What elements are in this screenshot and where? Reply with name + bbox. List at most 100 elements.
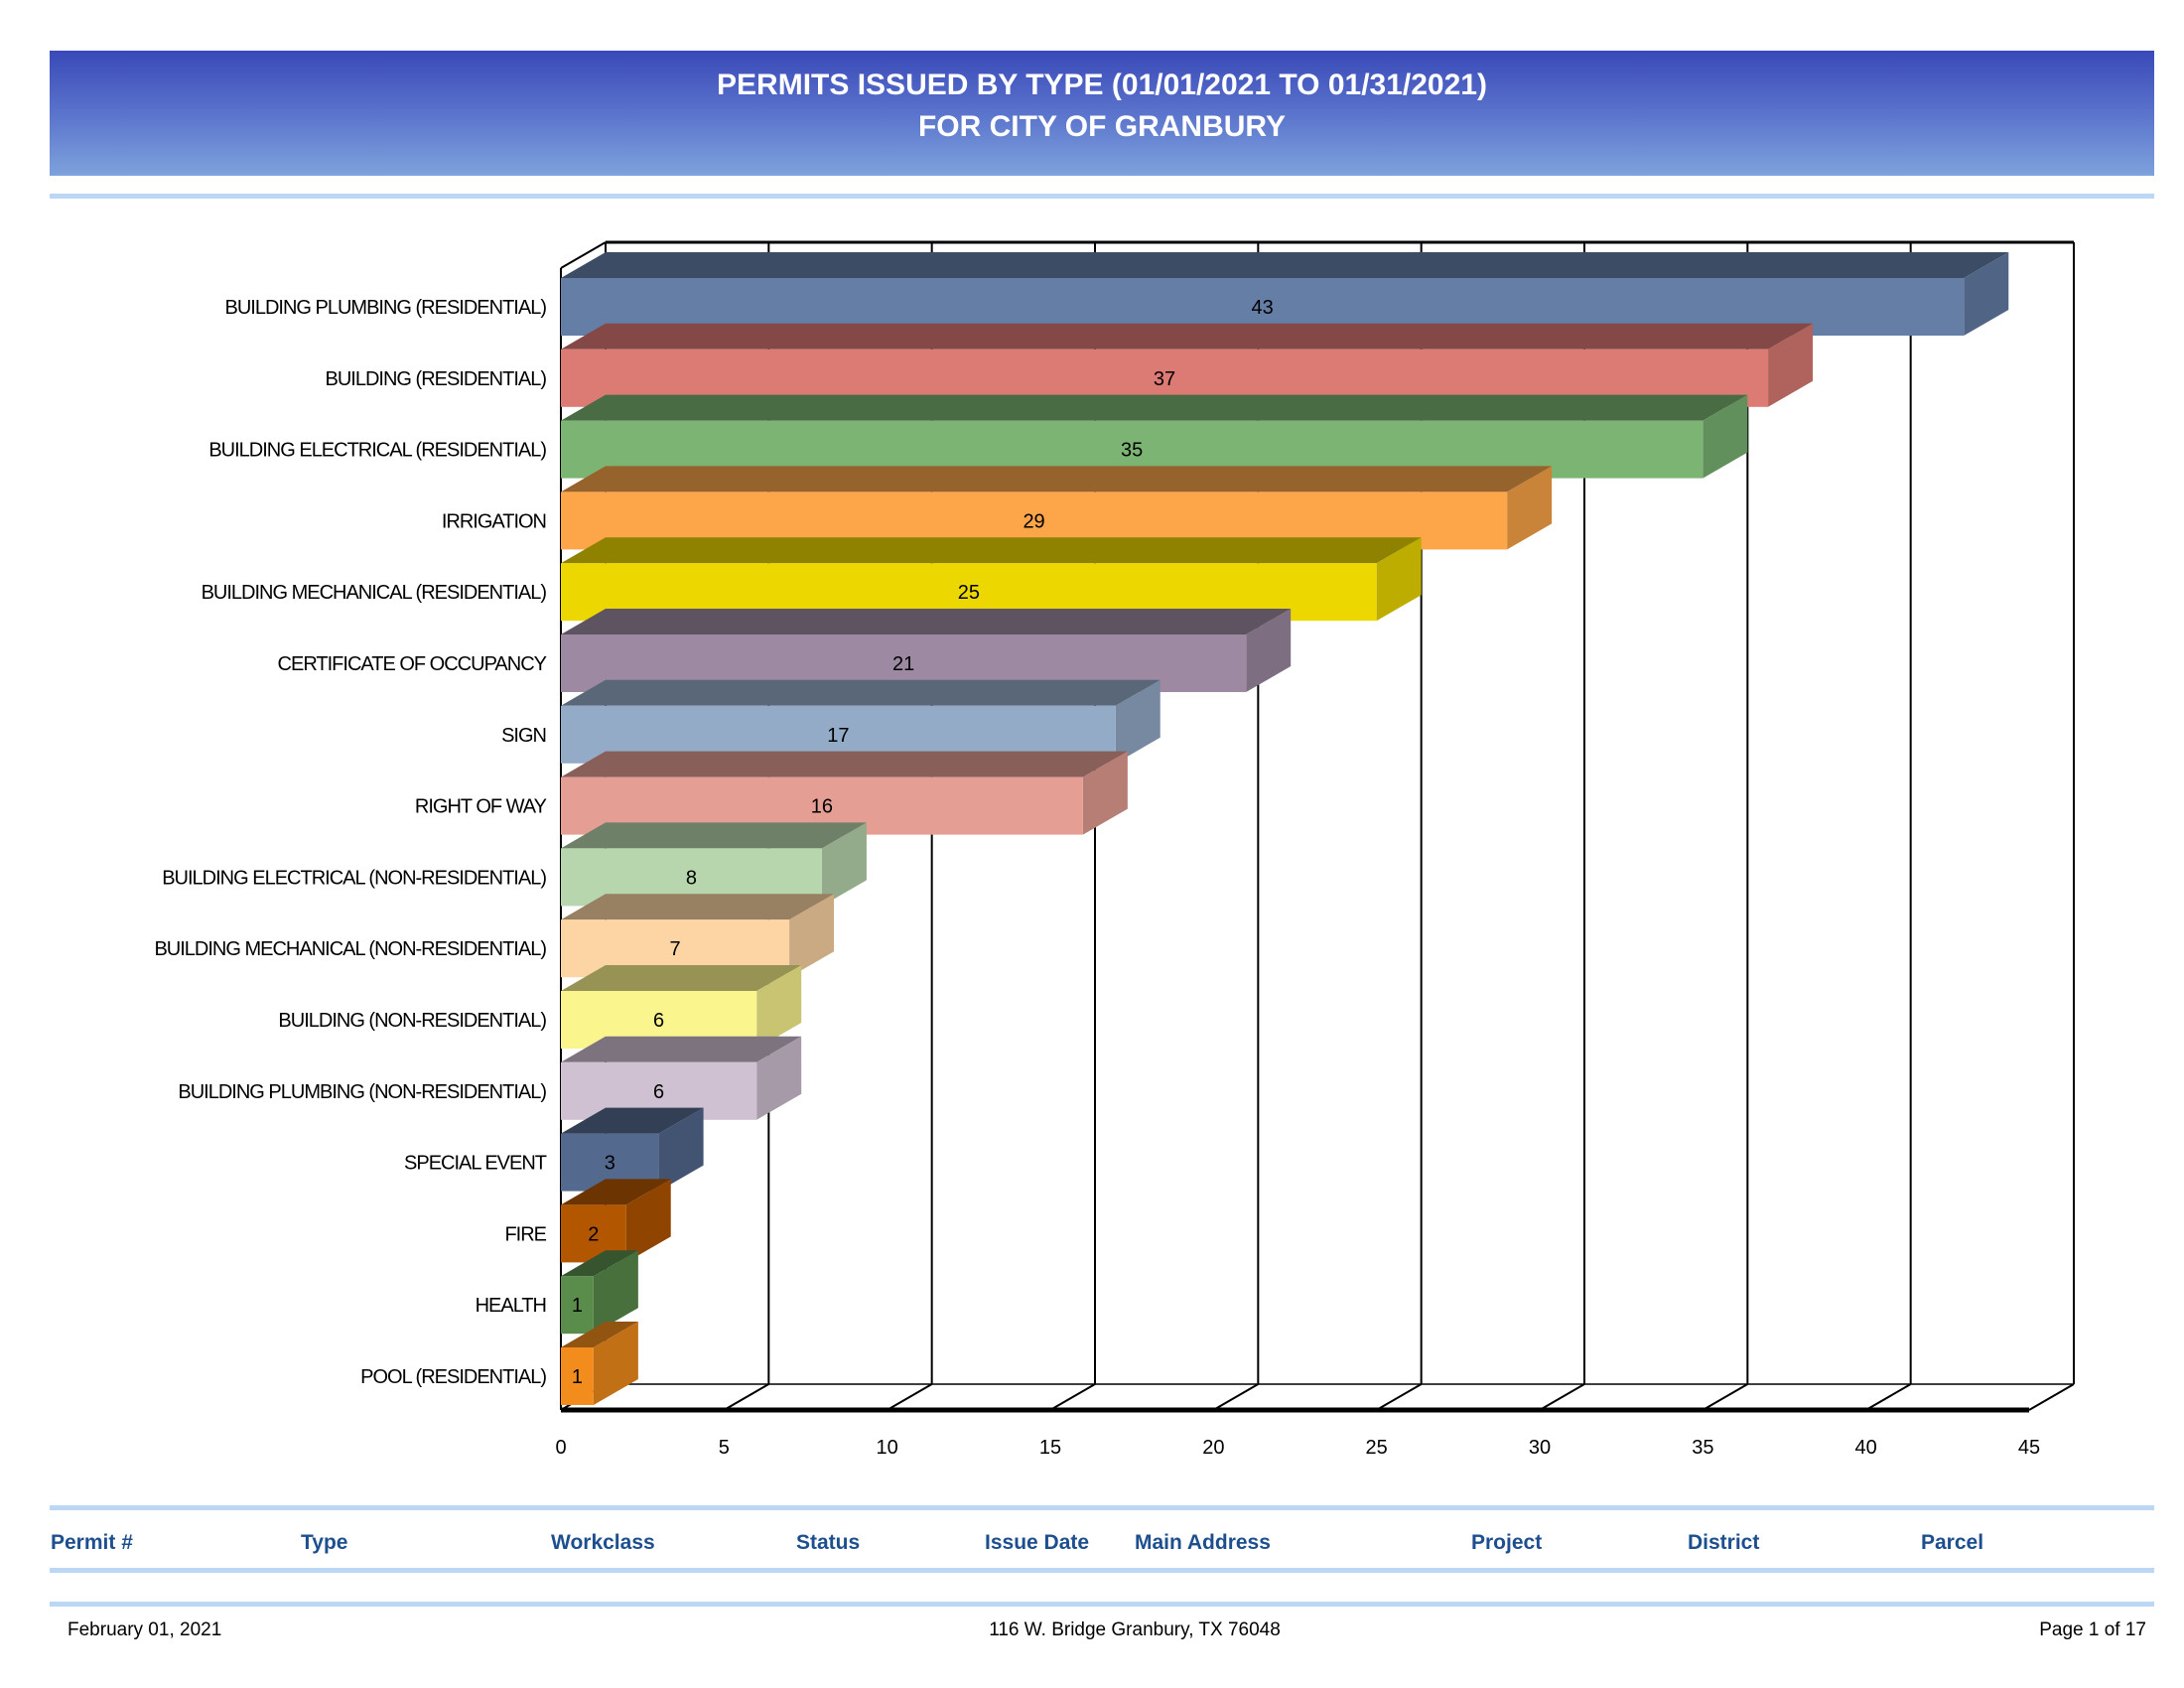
bar-side [1115,679,1160,764]
category-label: CERTIFICATE OF OCCUPANCY [278,653,547,675]
floor-gridline [1376,1383,1423,1411]
x-tick-label: 15 [1039,1437,1061,1459]
floor-gridline [723,1383,769,1411]
category-label: BUILDING PLUMBING (NON-RESIDENTIAL) [178,1081,546,1103]
x-tick-label: 10 [877,1437,898,1459]
report-subtitle: FOR CITY OF GRANBURY [917,110,1286,143]
bar-chart: 0 5 10 15 20 25 30 35 40 45 43 BUILDING PLUMBING (R… [154,240,2075,1459]
category-label: BUILDING MECHANICAL (RESIDENTIAL) [202,582,547,604]
floor-gridline [887,1383,933,1411]
category-label: HEALTH [476,1295,546,1317]
bar-side [821,822,867,907]
column-header: Parcel [1921,1531,1984,1554]
footer-page: Page 1 of 17 [2039,1619,2146,1640]
bar-top [561,1322,638,1347]
data-label: 1 [572,1295,583,1317]
x-tick-label: 5 [719,1437,730,1459]
x-tick-label: 35 [1692,1437,1713,1459]
floor-gridline [1049,1383,1096,1411]
column-header: Type [301,1531,348,1554]
bar-top [561,323,1814,350]
bar-top [561,252,2009,278]
report-title: PERMITS ISSUED BY TYPE (01/01/2021 TO 01… [717,69,1487,101]
data-label: 6 [653,1010,664,1032]
x-tick-label: 25 [1366,1437,1388,1459]
bar-top [561,894,835,920]
bar-top [561,609,1292,634]
data-label: 2 [588,1223,599,1245]
category-label: FIRE [504,1223,546,1245]
x-tick-label: 45 [2018,1437,2040,1459]
bar-top [561,822,867,849]
divider [50,194,2154,199]
category-label: BUILDING ELECTRICAL (RESIDENTIAL) [208,440,546,462]
bar-side [1768,323,1814,407]
x-tick-label: 0 [555,1437,566,1459]
bar-side [1964,252,2009,336]
category-label: BUILDING MECHANICAL (NON-RESIDENTIAL) [154,938,546,960]
category-label: SIGN [501,725,546,747]
bar-side [625,1179,671,1263]
category-label: BUILDING PLUMBING (RESIDENTIAL) [224,297,546,319]
data-label: 21 [892,653,914,675]
column-header: District [1688,1531,1760,1554]
category-label: RIGHT OF WAY [415,796,547,818]
data-label: 6 [653,1081,664,1103]
floor-gridline [2028,1383,2075,1411]
bar-top [561,1179,671,1205]
bar-side [789,894,835,978]
category-label: BUILDING ELECTRICAL (NON-RESIDENTIAL) [162,867,546,889]
report-header: PERMITS ISSUED BY TYPE (01/01/2021 TO 01… [50,51,2154,176]
bar-top [561,537,1422,564]
category-label: SPECIAL EVENT [404,1153,547,1175]
category-label: BUILDING (RESIDENTIAL) [326,368,547,390]
bar-top [561,1107,704,1134]
data-label: 1 [572,1366,583,1388]
footer-address: 116 W. Bridge Granbury, TX 76048 [989,1619,1281,1640]
footer-date: February 01, 2021 [68,1619,222,1640]
bar-top [561,965,802,991]
column-header: Permit # [51,1531,133,1554]
bar-side [593,1322,638,1405]
column-header: Issue Date [985,1531,1090,1554]
divider [50,1505,2154,1510]
bar-side [1082,751,1128,835]
data-label: 37 [1154,368,1175,390]
floor-gridline [1212,1383,1259,1411]
data-label: 3 [605,1153,615,1175]
bar-side [756,1036,802,1120]
left-wall-edge [560,241,607,269]
bar-top [561,394,1748,421]
bar [561,1276,594,1335]
column-header: Workclass [551,1531,655,1554]
data-label: 8 [686,867,697,889]
bar-side [1507,466,1553,550]
divider [50,1602,2154,1607]
bar [561,1347,594,1405]
category-label: IRRIGATION [442,510,546,532]
floor-gridline [1702,1383,1748,1411]
column-header: Status [796,1531,861,1554]
bar-side [658,1107,704,1192]
divider [50,1568,2154,1573]
column-header: Project [1471,1531,1543,1554]
bar-side [1703,394,1748,479]
data-label: 16 [811,796,833,818]
data-label: 17 [827,725,849,747]
bar-side [1376,537,1422,622]
x-tick-label: 30 [1529,1437,1551,1459]
data-label: 7 [669,938,680,960]
data-label: 43 [1252,297,1274,319]
floor-gridline [1539,1383,1585,1411]
bar-top [561,1036,802,1062]
bar-top [561,1250,638,1277]
bar-top [561,466,1553,492]
column-header: Main Address [1135,1531,1271,1554]
floor-gridline [1865,1383,1912,1411]
category-label: BUILDING (NON-RESIDENTIAL) [278,1010,546,1032]
data-label: 25 [958,582,980,604]
x-tick-label: 20 [1202,1437,1224,1459]
bar-side [1246,609,1292,692]
x-tick-label: 40 [1855,1437,1877,1459]
bar-side [593,1250,638,1335]
